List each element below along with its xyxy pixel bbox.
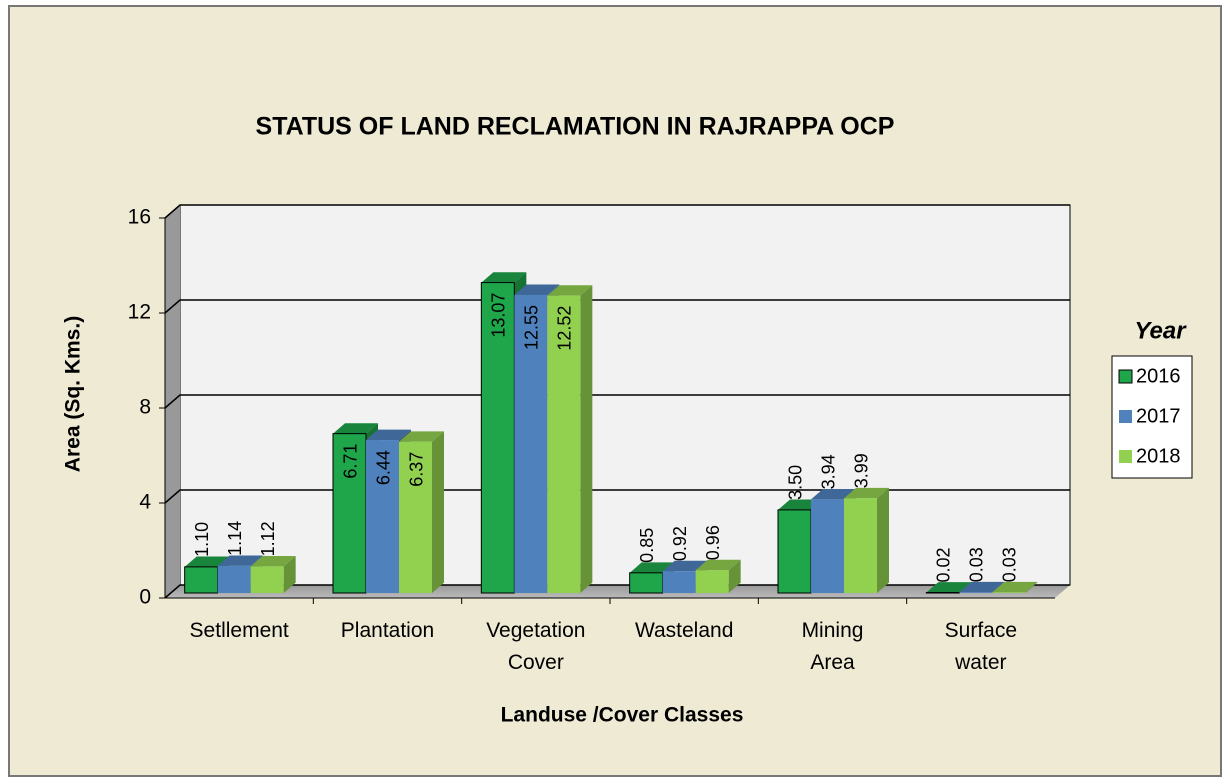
bar-top [366, 429, 411, 441]
value-label: 0.02 [934, 547, 954, 582]
bar [629, 572, 664, 594]
bar-side [1025, 581, 1038, 593]
value-label: 1.14 [225, 521, 245, 556]
bar-top [629, 562, 675, 573]
bar-side [877, 487, 889, 593]
bar-top [992, 581, 1038, 593]
chart-title: STATUS OF LAND RECLAMATION IN RAJRAPPA O… [256, 113, 895, 141]
bar [959, 592, 993, 593]
value-label: 0.85 [637, 528, 657, 563]
value-label: 12.55 [522, 305, 542, 350]
y-tick-label: 4 [139, 491, 151, 514]
bar [777, 509, 812, 594]
bar [695, 570, 729, 593]
y-axis-label: Area (Sq. Kms.) [62, 316, 85, 472]
bar-top [481, 272, 527, 283]
value-label: 6.44 [373, 450, 393, 485]
bar [662, 571, 696, 593]
grid-line [164, 584, 1070, 599]
bar [514, 294, 548, 593]
value-label: 0.03 [1000, 547, 1020, 582]
y-tick-label: 16 [128, 206, 151, 229]
bar [184, 566, 219, 594]
grid-line [164, 489, 1070, 504]
bar-side [728, 559, 741, 593]
value-label: 6.71 [340, 444, 360, 479]
y-tick-label: 12 [128, 301, 151, 324]
bar [366, 440, 399, 593]
x-tick-label: Mining Area [801, 619, 864, 674]
grid-line [164, 394, 1070, 409]
x-tick-label: Surface water [944, 619, 1018, 674]
bar-top [217, 555, 263, 566]
y-tick-label: 0 [139, 586, 151, 609]
value-label: 1.10 [192, 522, 212, 557]
bar-top [514, 284, 560, 295]
legend-swatch [1119, 410, 1132, 423]
grid-line [164, 299, 1070, 314]
x-tick-label: Vegetation Cover [486, 619, 586, 674]
x-tick-label: Setllement [189, 619, 289, 642]
bar-side [432, 431, 444, 593]
bar [399, 441, 432, 593]
bar-side [580, 285, 593, 593]
legend-swatch [1119, 450, 1132, 463]
bar-top [662, 560, 708, 572]
value-label: 3.50 [785, 465, 805, 500]
bar-top [333, 423, 378, 434]
bar-top [184, 556, 230, 567]
value-label: 3.94 [818, 454, 838, 489]
legend-swatch [1118, 369, 1133, 384]
value-label: 6.37 [406, 452, 426, 487]
bar [332, 433, 367, 594]
bar [250, 566, 284, 593]
value-label: 0.03 [967, 547, 987, 582]
y-tick-label: 8 [139, 396, 151, 419]
bar-top [959, 581, 1005, 593]
bar-top [811, 489, 856, 500]
bar-top [695, 559, 741, 571]
bar [992, 592, 1026, 593]
bar-top [399, 431, 444, 442]
value-label: 0.92 [670, 526, 690, 561]
bar [547, 295, 581, 593]
legend-title: Year [1134, 317, 1187, 344]
value-label: 0.96 [703, 525, 723, 560]
bar [217, 565, 251, 593]
bar [811, 499, 844, 593]
bar-side [283, 556, 296, 593]
legend-label: 2016 [1136, 365, 1181, 387]
legend-label: 2018 [1136, 445, 1181, 467]
bar-top [547, 285, 593, 296]
x-axis-label: Landuse /Cover Classes [501, 704, 744, 727]
bar [844, 498, 877, 593]
grid-line [164, 204, 1070, 219]
bar-top [250, 556, 296, 567]
legend-label: 2017 [1136, 405, 1181, 427]
x-tick-label: Plantation [340, 619, 435, 642]
value-label: 1.12 [258, 521, 278, 556]
value-label: 12.52 [555, 306, 575, 351]
bar-top [926, 582, 972, 593]
x-tick-label: Wasteland [634, 619, 734, 642]
bar-top [844, 487, 889, 499]
value-label: 13.07 [489, 293, 509, 338]
value-label: 3.99 [851, 453, 871, 488]
